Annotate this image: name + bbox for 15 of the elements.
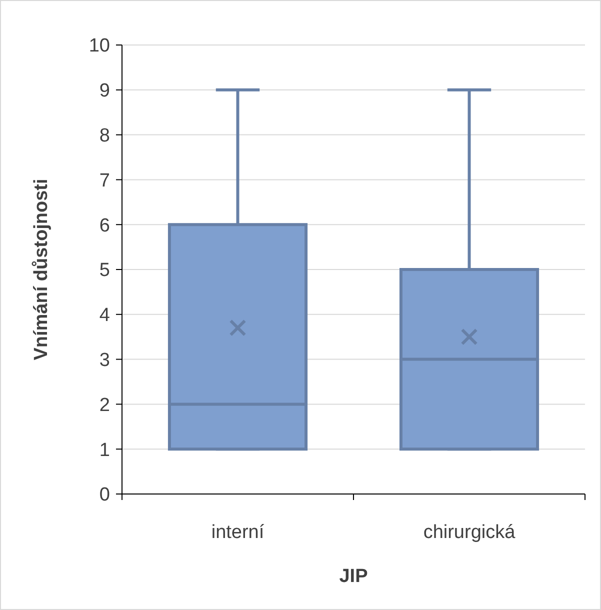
- y-tick-label: 5: [99, 260, 110, 282]
- y-tick-label: 8: [99, 125, 110, 146]
- x-tick-label: interní: [211, 522, 265, 543]
- y-axis-title: Vnímání důstojnosti: [31, 178, 52, 360]
- x-tick-label: chirurgická: [423, 522, 516, 543]
- y-tick-label: 0: [99, 484, 110, 506]
- y-tick-label: 3: [99, 350, 110, 371]
- y-tick-label: 9: [99, 80, 110, 102]
- x-axis-title: JIP: [339, 566, 368, 587]
- y-tick-label: 7: [99, 170, 110, 192]
- y-tick-label: 2: [99, 394, 110, 416]
- y-tick-label: 1: [99, 440, 110, 461]
- y-tick-label: 4: [99, 305, 110, 326]
- y-tick-label: 10: [88, 36, 110, 57]
- y-tick-label: 6: [99, 215, 110, 236]
